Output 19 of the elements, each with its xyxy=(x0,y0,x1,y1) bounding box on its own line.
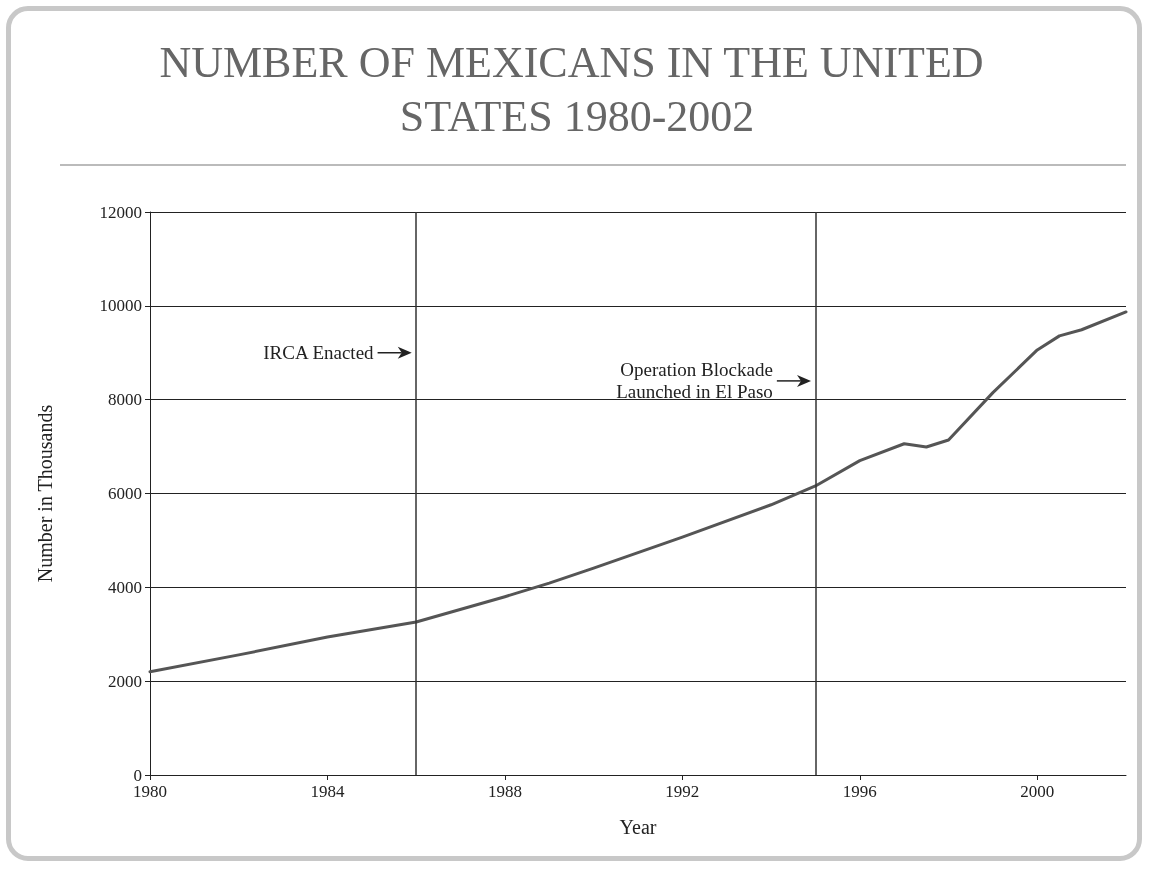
x-tick-label: 1980 xyxy=(133,782,167,801)
y-tick-label: 0 xyxy=(133,765,142,785)
x-axis-title: Year xyxy=(619,816,657,838)
y-tick-label: 12000 xyxy=(99,202,142,222)
y-tick-label: 6000 xyxy=(108,484,142,503)
annotation: Operation Blockade Launched in El Paso xyxy=(616,358,773,402)
x-tick-label: 1988 xyxy=(487,782,522,801)
x-tick-label: 1996 xyxy=(842,782,877,801)
y-tick-label: 4000 xyxy=(108,577,142,597)
y-tick-label: 2000 xyxy=(108,671,142,691)
x-tick-label: 1992 xyxy=(665,782,700,801)
y-tick-label: 10000 xyxy=(99,296,142,316)
annotation: IRCA Enacted xyxy=(263,341,375,363)
y-axis-title: Number in Thousands xyxy=(34,404,56,583)
chart-title: NUMBER OF MEXICANS IN THE UNITED STATES 1980-2002 xyxy=(159,37,995,141)
line-series xyxy=(148,310,1128,674)
x-tick-label: 2000 xyxy=(1020,782,1055,801)
y-tick-label: 8000 xyxy=(108,390,142,410)
x-tick-label: 1984 xyxy=(310,782,345,801)
